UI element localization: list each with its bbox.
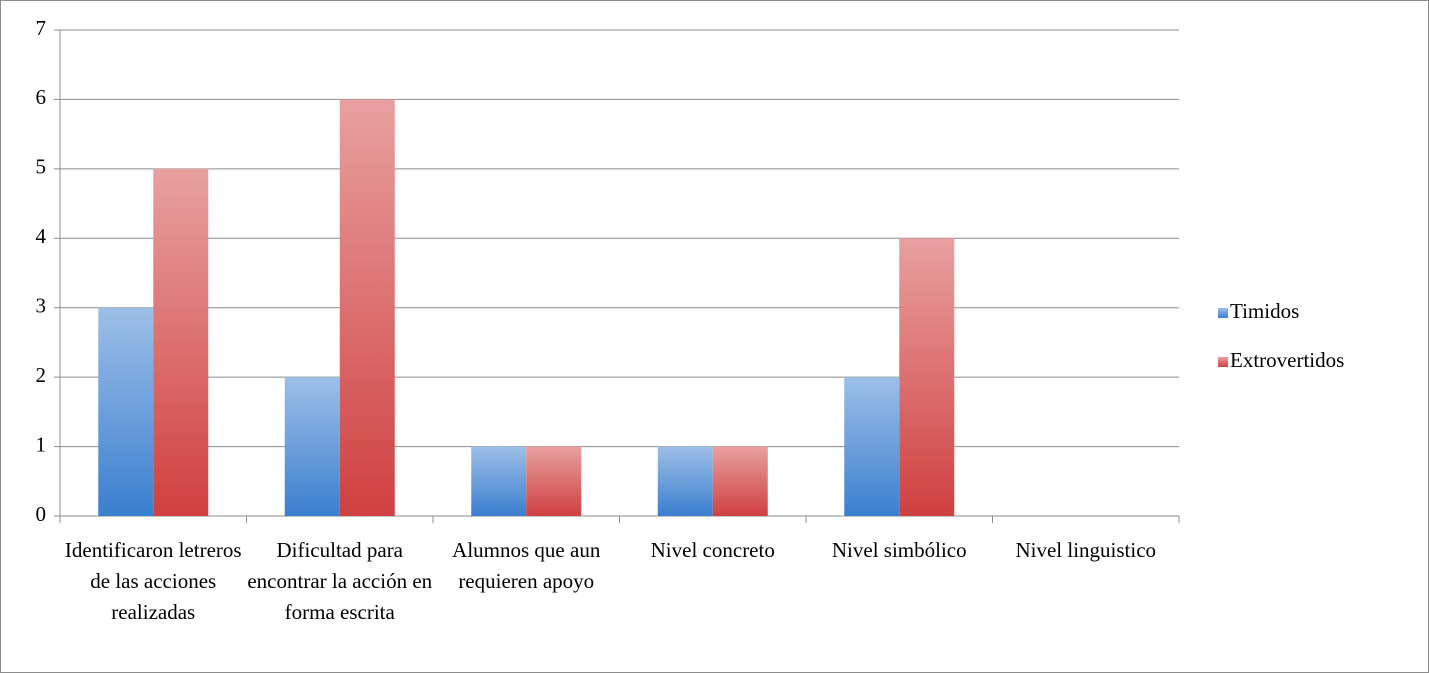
x-tick-label: Nivel simbólico [831, 538, 967, 562]
legend-label: Extrovertidos [1230, 348, 1344, 372]
y-tick-label: 2 [36, 363, 47, 387]
bar [471, 446, 527, 516]
y-tick-label: 3 [36, 294, 47, 318]
y-tick-label: 7 [36, 16, 47, 40]
legend-swatch [1218, 357, 1228, 367]
bar [284, 377, 340, 516]
y-tick-label: 4 [36, 224, 47, 248]
bar [712, 446, 768, 516]
x-tick-label: Nivel concreto [650, 538, 775, 562]
bar [657, 446, 713, 516]
x-tick-label: Dificultad para encontrar la acción en f… [247, 538, 433, 624]
bar [844, 377, 900, 516]
x-tick-label: Alumnos que aun requieren apoyo [452, 538, 601, 593]
bar [526, 446, 582, 516]
y-tick-label: 1 [36, 432, 47, 456]
bar [153, 168, 209, 516]
y-tick-label: 6 [36, 85, 47, 109]
legend-swatch [1218, 308, 1228, 318]
x-tick-label: Identificaron letreros de las acciones r… [64, 538, 242, 624]
bar [98, 307, 154, 516]
legend-label: Timidos [1230, 299, 1299, 323]
y-tick-label: 0 [36, 502, 47, 526]
bar [339, 99, 395, 516]
y-tick-label: 5 [36, 155, 47, 179]
bar [899, 238, 955, 517]
x-tick-label: Nivel linguistico [1015, 538, 1157, 562]
